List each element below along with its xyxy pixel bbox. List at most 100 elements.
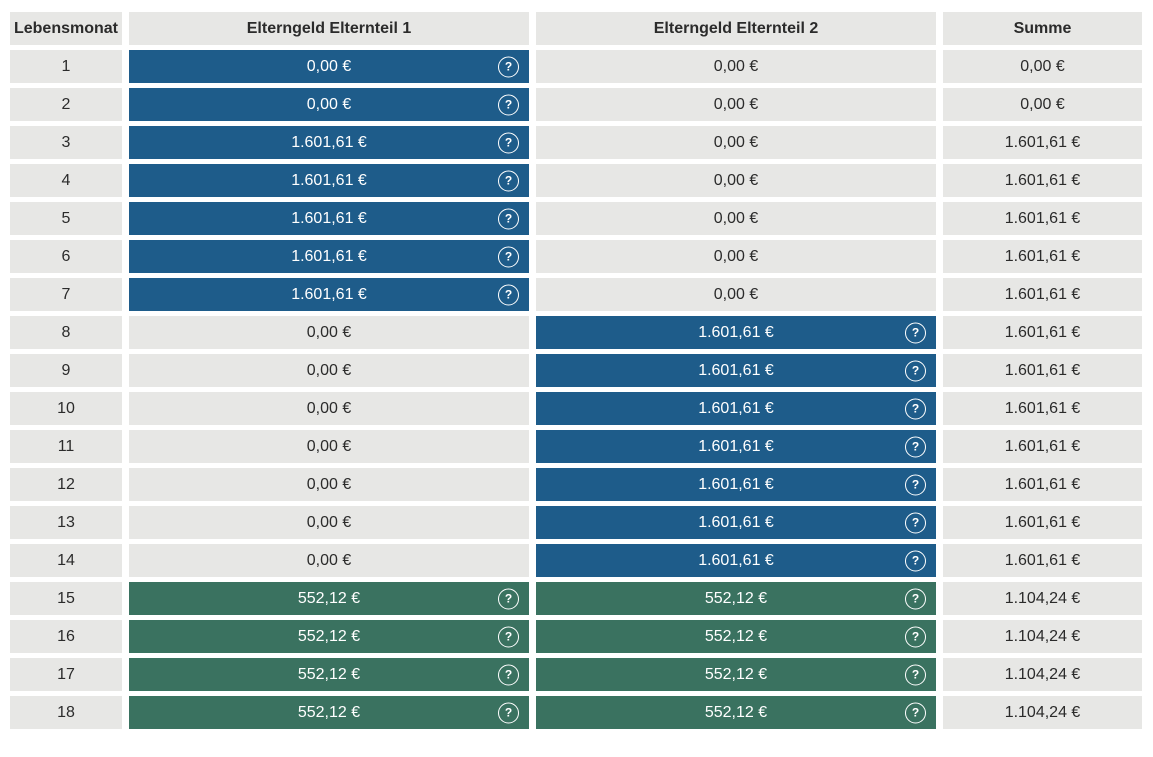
column-header-summe: Summe	[943, 12, 1142, 45]
parent2-value: 1.601,61 €	[698, 551, 774, 569]
sum-cell: 1.601,61 €	[943, 430, 1142, 463]
parent2-value-cell: 0,00 €	[536, 164, 936, 197]
sum-cell: 1.601,61 €	[943, 278, 1142, 311]
question-mark-icon[interactable]: ?	[498, 208, 519, 229]
question-mark-icon[interactable]: ?	[498, 702, 519, 723]
question-mark-icon[interactable]: ?	[905, 474, 926, 495]
parent1-value-cell: 1.601,61 € ?	[129, 202, 529, 235]
parent2-value-cell: 552,12 € ?	[536, 696, 936, 729]
parent1-value: 0,00 €	[306, 95, 352, 113]
parent1-value-cell: 0,00 €	[129, 544, 529, 577]
month-cell: 8	[10, 316, 122, 349]
month-cell: 12	[10, 468, 122, 501]
month-cell: 13	[10, 506, 122, 539]
month-cell: 11	[10, 430, 122, 463]
parent1-value-cell: 0,00 € ?	[129, 50, 529, 83]
parent1-value: 0,00 €	[306, 399, 352, 417]
month-cell: 5	[10, 202, 122, 235]
elterngeld-table: Lebensmonat Elterngeld Elternteil 1 Elte…	[10, 12, 1142, 729]
parent1-value: 0,00 €	[306, 513, 352, 531]
question-mark-icon[interactable]: ?	[905, 626, 926, 647]
question-mark-icon[interactable]: ?	[905, 436, 926, 457]
sum-cell: 1.601,61 €	[943, 240, 1142, 273]
question-mark-icon[interactable]: ?	[905, 588, 926, 609]
parent1-value: 0,00 €	[306, 57, 352, 75]
parent1-value-cell: 0,00 €	[129, 430, 529, 463]
month-cell: 2	[10, 88, 122, 121]
sum-cell: 1.601,61 €	[943, 544, 1142, 577]
question-mark-icon[interactable]: ?	[905, 398, 926, 419]
parent1-value-cell: 552,12 € ?	[129, 658, 529, 691]
month-cell: 16	[10, 620, 122, 653]
parent2-value: 0,00 €	[713, 285, 759, 303]
column-header-elternteil-2: Elterngeld Elternteil 2	[536, 12, 936, 45]
question-mark-icon[interactable]: ?	[498, 132, 519, 153]
sum-cell: 1.601,61 €	[943, 164, 1142, 197]
parent1-value-cell: 552,12 € ?	[129, 696, 529, 729]
sum-cell: 1.601,61 €	[943, 202, 1142, 235]
parent1-value-cell: 0,00 €	[129, 354, 529, 387]
sum-cell: 0,00 €	[943, 88, 1142, 121]
parent1-value-cell: 1.601,61 € ?	[129, 126, 529, 159]
question-mark-icon[interactable]: ?	[498, 94, 519, 115]
parent2-value-cell: 1.601,61 € ?	[536, 316, 936, 349]
parent1-value: 1.601,61 €	[291, 133, 367, 151]
parent2-value-cell: 552,12 € ?	[536, 582, 936, 615]
question-mark-icon[interactable]: ?	[498, 588, 519, 609]
parent2-value: 552,12 €	[704, 627, 768, 645]
question-mark-icon[interactable]: ?	[905, 550, 926, 571]
parent1-value-cell: 1.601,61 € ?	[129, 240, 529, 273]
parent2-value: 0,00 €	[713, 209, 759, 227]
parent1-value: 0,00 €	[306, 551, 352, 569]
month-cell: 4	[10, 164, 122, 197]
question-mark-icon[interactable]: ?	[498, 56, 519, 77]
question-mark-icon[interactable]: ?	[498, 284, 519, 305]
parent2-value: 1.601,61 €	[698, 513, 774, 531]
question-mark-icon[interactable]: ?	[498, 170, 519, 191]
month-cell: 17	[10, 658, 122, 691]
parent2-value-cell: 0,00 €	[536, 278, 936, 311]
parent2-value-cell: 1.601,61 € ?	[536, 506, 936, 539]
question-mark-icon[interactable]: ?	[498, 246, 519, 267]
month-cell: 6	[10, 240, 122, 273]
parent2-value: 0,00 €	[713, 247, 759, 265]
parent2-value: 1.601,61 €	[698, 437, 774, 455]
parent1-value-cell: 0,00 € ?	[129, 88, 529, 121]
sum-cell: 1.601,61 €	[943, 316, 1142, 349]
parent1-value: 1.601,61 €	[291, 285, 367, 303]
parent1-value: 552,12 €	[297, 665, 361, 683]
question-mark-icon[interactable]: ?	[905, 322, 926, 343]
month-cell: 3	[10, 126, 122, 159]
parent1-value: 1.601,61 €	[291, 209, 367, 227]
month-cell: 9	[10, 354, 122, 387]
parent1-value: 552,12 €	[297, 703, 361, 721]
parent1-value: 1.601,61 €	[291, 247, 367, 265]
parent2-value-cell: 1.601,61 € ?	[536, 544, 936, 577]
question-mark-icon[interactable]: ?	[905, 512, 926, 533]
parent2-value: 1.601,61 €	[698, 323, 774, 341]
question-mark-icon[interactable]: ?	[905, 702, 926, 723]
parent2-value-cell: 0,00 €	[536, 240, 936, 273]
question-mark-icon[interactable]: ?	[905, 664, 926, 685]
month-cell: 14	[10, 544, 122, 577]
question-mark-icon[interactable]: ?	[498, 626, 519, 647]
month-cell: 15	[10, 582, 122, 615]
parent1-value: 1.601,61 €	[291, 171, 367, 189]
month-cell: 10	[10, 392, 122, 425]
parent2-value-cell: 0,00 €	[536, 88, 936, 121]
month-cell: 7	[10, 278, 122, 311]
parent2-value-cell: 1.601,61 € ?	[536, 430, 936, 463]
parent2-value-cell: 1.601,61 € ?	[536, 392, 936, 425]
question-mark-icon[interactable]: ?	[498, 664, 519, 685]
month-cell: 1	[10, 50, 122, 83]
parent2-value: 0,00 €	[713, 171, 759, 189]
parent2-value: 1.601,61 €	[698, 399, 774, 417]
sum-cell: 1.601,61 €	[943, 506, 1142, 539]
question-mark-icon[interactable]: ?	[905, 360, 926, 381]
parent2-value-cell: 0,00 €	[536, 126, 936, 159]
parent2-value: 0,00 €	[713, 95, 759, 113]
parent1-value-cell: 1.601,61 € ?	[129, 164, 529, 197]
parent2-value: 552,12 €	[704, 703, 768, 721]
parent2-value: 1.601,61 €	[698, 475, 774, 493]
parent1-value: 0,00 €	[306, 437, 352, 455]
